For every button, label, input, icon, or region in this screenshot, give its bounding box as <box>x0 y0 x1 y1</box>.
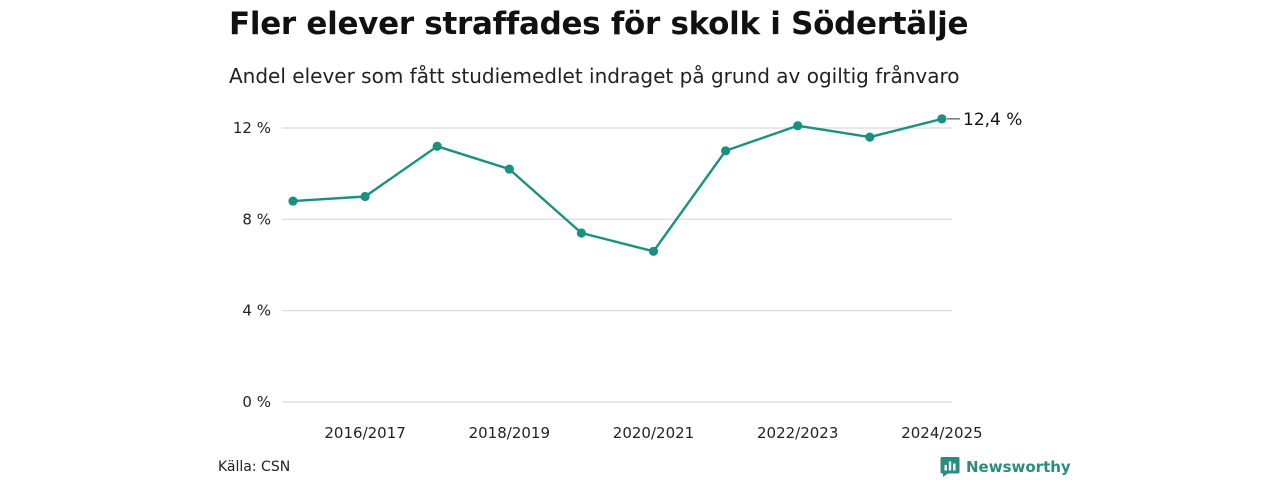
newsworthy-logo-icon <box>940 457 960 477</box>
chart-title: Fler elever straffades för skolk i Söder… <box>229 6 969 42</box>
y-tick-label: 8 % <box>242 210 271 228</box>
data-point <box>793 121 803 131</box>
data-point <box>504 164 514 174</box>
data-point <box>721 146 731 156</box>
data-point <box>865 132 875 142</box>
source-note: Källa: CSN <box>218 459 291 475</box>
y-tick-label: 0 % <box>242 393 271 411</box>
data-point <box>288 196 298 206</box>
y-tick-label: 4 % <box>242 302 271 320</box>
data-point <box>576 228 587 238</box>
brand-name: Newsworthy <box>966 458 1071 476</box>
x-tick-label: 2016/2017 <box>324 424 405 442</box>
data-point <box>360 191 370 202</box>
chart-subtitle: Andel elever som fått studiemedlet indra… <box>229 64 960 88</box>
end-value-annotation: 12,4 % <box>946 110 1022 130</box>
y-axis-ticks: 0 % 4 % 8 % 12 % <box>233 119 271 411</box>
series-line-group <box>292 117 943 253</box>
brand-logo: Newsworthy <box>940 456 1071 478</box>
data-points <box>288 114 947 256</box>
data-point <box>432 141 442 151</box>
x-tick-label: 2018/2019 <box>469 424 550 442</box>
x-tick-label: 2020/2021 <box>613 424 694 442</box>
end-value-label: 12,4 % <box>963 110 1022 130</box>
grid-lines <box>282 127 952 403</box>
x-axis-ticks: 2016/2017 2018/2019 2020/2021 2022/2023 2024… <box>324 424 982 442</box>
data-point <box>937 114 947 124</box>
series-line <box>292 117 943 253</box>
x-tick-label: 2024/2025 <box>901 424 982 442</box>
x-tick-label: 2022/2023 <box>757 424 838 442</box>
data-point <box>648 246 659 256</box>
y-tick-label: 12 % <box>233 119 271 137</box>
